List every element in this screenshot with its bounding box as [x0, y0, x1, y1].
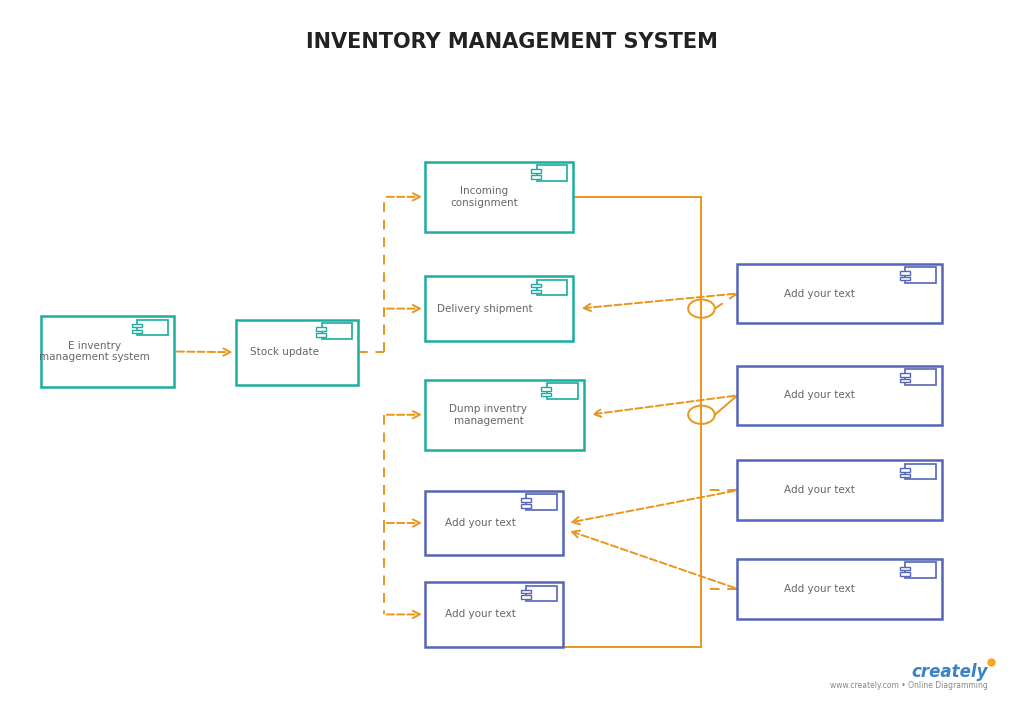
Bar: [899, 567, 909, 570]
Text: Stock update: Stock update: [250, 347, 319, 357]
Bar: [899, 474, 909, 477]
Text: Add your text: Add your text: [783, 288, 855, 299]
Bar: [899, 271, 909, 275]
Text: Add your text: Add your text: [783, 485, 855, 496]
Bar: [425, 582, 563, 647]
Text: Add your text: Add your text: [444, 518, 516, 528]
Bar: [905, 267, 936, 283]
Text: creately: creately: [911, 662, 988, 681]
Bar: [315, 333, 326, 337]
Bar: [131, 330, 141, 333]
Text: Delivery shipment: Delivery shipment: [436, 304, 532, 314]
Bar: [425, 491, 563, 555]
Bar: [521, 498, 531, 502]
Bar: [530, 175, 541, 179]
Bar: [41, 316, 174, 387]
Bar: [899, 572, 909, 576]
Text: INVENTORY MANAGEMENT SYSTEM: INVENTORY MANAGEMENT SYSTEM: [306, 32, 718, 51]
Bar: [315, 328, 326, 331]
Bar: [526, 586, 557, 601]
Bar: [737, 264, 942, 323]
Bar: [547, 383, 578, 399]
Text: www.creately.com • Online Diagramming: www.creately.com • Online Diagramming: [830, 681, 988, 690]
Bar: [899, 379, 909, 382]
Bar: [530, 290, 541, 293]
Bar: [899, 373, 909, 377]
Bar: [236, 320, 358, 385]
Text: Add your text: Add your text: [444, 610, 516, 619]
Bar: [530, 169, 541, 173]
Bar: [322, 323, 352, 339]
Bar: [899, 277, 909, 280]
Bar: [541, 387, 551, 391]
Bar: [537, 165, 567, 181]
Bar: [425, 162, 573, 232]
Bar: [899, 468, 909, 472]
Text: Dump inventry
management: Dump inventry management: [450, 404, 527, 425]
Bar: [905, 369, 936, 385]
Bar: [541, 393, 551, 396]
Bar: [530, 284, 541, 288]
Bar: [905, 562, 936, 578]
Bar: [521, 590, 531, 593]
Bar: [526, 494, 557, 510]
Bar: [521, 504, 531, 508]
Bar: [905, 464, 936, 479]
Text: Add your text: Add your text: [783, 583, 855, 594]
Text: Incoming
consignment: Incoming consignment: [451, 186, 518, 207]
Bar: [737, 559, 942, 619]
Text: Add your text: Add your text: [783, 390, 855, 401]
Text: E inventry
management system: E inventry management system: [39, 341, 150, 362]
Bar: [137, 320, 168, 335]
Bar: [425, 380, 584, 450]
Bar: [737, 366, 942, 425]
Bar: [131, 324, 141, 328]
Bar: [425, 276, 573, 341]
Bar: [521, 595, 531, 599]
Bar: [737, 460, 942, 520]
Bar: [537, 280, 567, 295]
